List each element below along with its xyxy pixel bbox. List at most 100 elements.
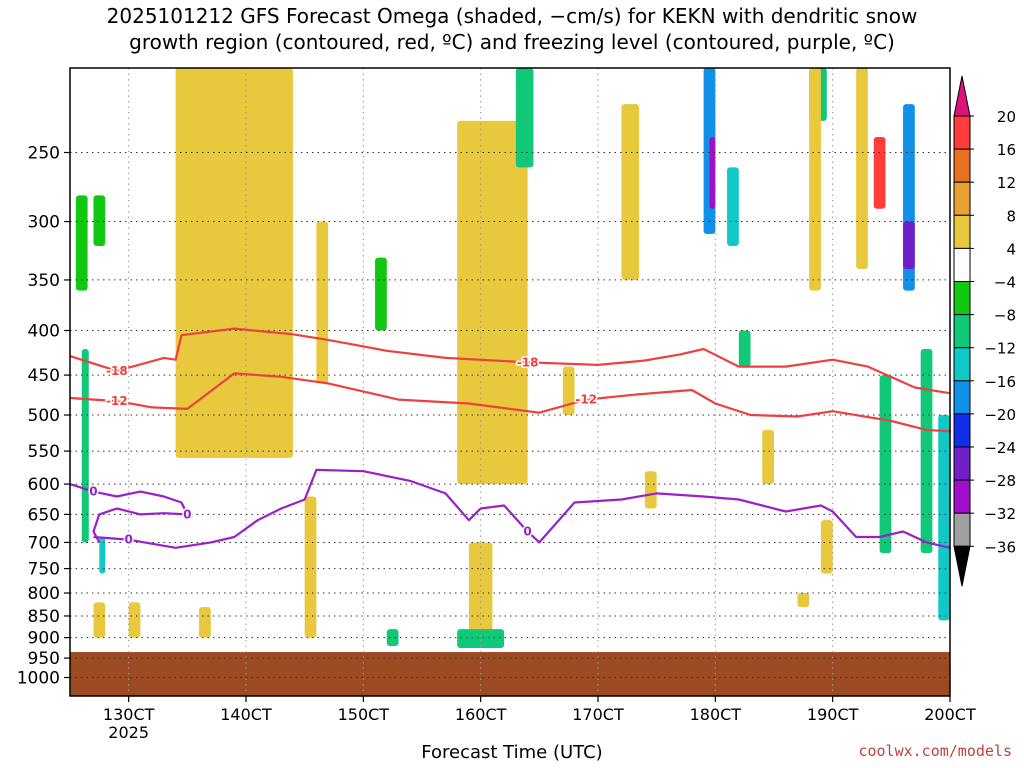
omega-cell (199, 606, 211, 638)
y-tick-label: 250 (28, 144, 60, 164)
credit-text: coolwx.com/models (858, 742, 1012, 760)
colorbar-label: −32 (984, 505, 1016, 523)
contour-line (70, 327, 950, 395)
omega-cell (873, 137, 886, 209)
colorbar-label: −28 (984, 472, 1016, 490)
omega-cell (515, 68, 534, 168)
y-tick-label: 400 (28, 322, 60, 342)
x-axis: 130CT 140CT 150CT 160CT 170CT 180CT 190CT 200CT… (103, 696, 976, 742)
colorbar-label: 12 (997, 174, 1016, 192)
omega-cell (820, 520, 833, 574)
ground-layer (70, 652, 950, 696)
colorbar-segment (953, 214, 971, 249)
omega-cell (457, 120, 528, 485)
colorbar-label: 20 (997, 108, 1016, 126)
colorbar: 20 16 12 8 4 −4 −8 −12 −16 −20 −24 −28 −32 −36 (953, 75, 1016, 587)
contour-label: -18 (517, 355, 539, 369)
y-tick-label: 650 (28, 505, 60, 525)
colorbar-segment (953, 181, 971, 216)
colorbar-segment (953, 413, 971, 448)
omega-cell (457, 629, 505, 648)
y-tick-label: 550 (28, 442, 60, 462)
omega-cell (93, 602, 106, 638)
y-tick-label: 300 (28, 213, 60, 233)
colorbar-segment (953, 115, 971, 150)
chart-title-line-2: growth region (contoured, red, ºC) and f… (129, 30, 895, 54)
x-tick-label: 170CT (572, 705, 624, 724)
contour-label: -12 (575, 393, 597, 407)
contour-label: 0 (124, 533, 132, 547)
y-tick-label: 950 (28, 649, 60, 669)
colorbar-segment (953, 314, 971, 349)
omega-cell (856, 68, 868, 269)
colorbar-segment (953, 512, 971, 547)
colorbar-segment (953, 247, 971, 282)
colorbar-segment (953, 148, 971, 183)
x-axis-label: Forecast Time (UTC) (421, 742, 603, 763)
colorbar-label: −16 (984, 373, 1016, 391)
colorbar-label: −24 (984, 439, 1016, 457)
contour-line (70, 483, 189, 543)
x-tick-label: 200CT (924, 705, 976, 724)
omega-cell (386, 629, 399, 646)
colorbar-label: −12 (984, 340, 1016, 358)
colorbar-label: 8 (1006, 207, 1016, 225)
x-tick-label: 180CT (690, 705, 742, 724)
colorbar-bottom-arrow (953, 545, 971, 587)
colorbar-segment (953, 446, 971, 481)
omega-cell (920, 348, 933, 554)
omega-cell (738, 330, 751, 367)
colorbar-label: −36 (984, 538, 1016, 556)
colorbar-segment (953, 380, 971, 415)
colorbar-label: −20 (984, 406, 1016, 424)
omega-cell (644, 471, 657, 509)
x-tick-label: 190CT (807, 705, 859, 724)
contour-label: -18 (106, 364, 128, 378)
y-tick-label: 1000 (17, 669, 60, 689)
grid-lines (70, 68, 950, 696)
omega-cell (316, 221, 329, 384)
x-tick-label: 160CT (455, 705, 507, 724)
y-tick-label: 750 (28, 560, 60, 580)
omega-cell (468, 542, 493, 646)
contour-label: 0 (89, 485, 97, 499)
omega-cell (128, 602, 141, 638)
omega-cell (621, 104, 640, 280)
omega-cell (175, 68, 293, 458)
colorbar-segment (953, 281, 971, 316)
colorbar-label: 16 (997, 141, 1016, 159)
colorbar-label: 4 (1006, 240, 1016, 258)
omega-cell (375, 257, 387, 331)
y-tick-label: 350 (28, 271, 60, 291)
omega-cell (304, 496, 317, 638)
colorbar-label: −8 (994, 307, 1016, 325)
y-tick-label: 850 (28, 607, 60, 627)
contour-label: 0 (523, 524, 531, 538)
omega-cell (809, 68, 821, 291)
colorbar-top-arrow (953, 75, 971, 117)
y-tick-label: 700 (28, 533, 60, 553)
contour-label: -12 (106, 394, 128, 408)
contour-line (70, 372, 950, 433)
omega-shading (75, 68, 950, 648)
contour-label: 0 (183, 507, 191, 521)
omega-cell (99, 536, 106, 574)
x-tick-label: 140CT (220, 705, 272, 724)
omega-cell (879, 375, 892, 554)
omega-cell (938, 415, 950, 621)
omega-cell (75, 195, 88, 291)
x-tick-label: 150CT (338, 705, 390, 724)
x-year-label: 2025 (108, 723, 149, 742)
colorbar-label: −4 (994, 274, 1016, 292)
contour-lines: -18 -18 -12 -12 0 0 0 0 (70, 327, 950, 549)
omega-cell (762, 429, 774, 485)
y-tick-label: 500 (28, 406, 60, 426)
y-tick-label: 800 (28, 584, 60, 604)
omega-cell (93, 195, 106, 246)
colorbar-segment (953, 479, 971, 514)
omega-cell (562, 366, 575, 416)
omega-cell (269, 233, 282, 291)
y-axis: 2503003504004505005506006507007508008509… (17, 144, 70, 689)
